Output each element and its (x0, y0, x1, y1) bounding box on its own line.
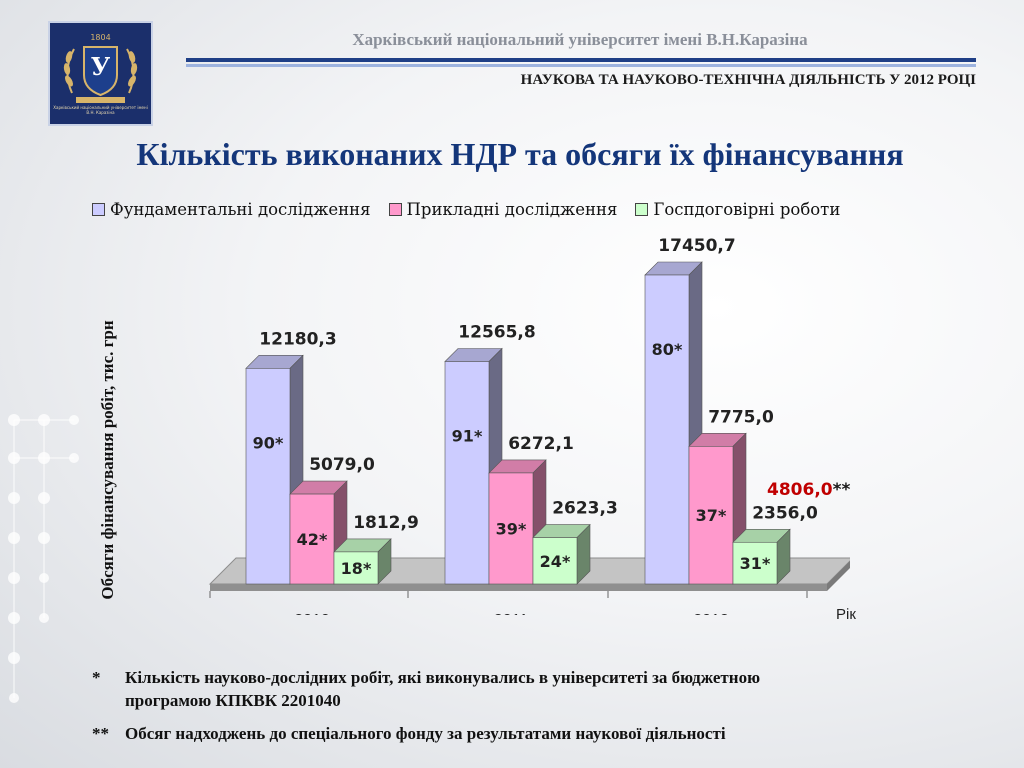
header-rule-light (186, 64, 976, 67)
footnote-1-line1: Кількість науково-дослідних робіт, які в… (125, 668, 761, 687)
chart-legend: Фундаментальні дослідження Прикладні дос… (92, 200, 840, 219)
chart-floor-front (210, 584, 827, 591)
bar-fundamental-2011 (444, 361, 490, 585)
legend-swatch-fundamental (92, 203, 105, 216)
value-label-contract-2010: 1812,9 (353, 513, 419, 533)
value-label-applied-2011: 6272,1 (508, 434, 574, 454)
x-tick-label-2010: 2010 (294, 612, 330, 615)
footnote-2: ** Обсяг надходжень до спеціального фонду… (92, 724, 952, 744)
legend-label-fundamental: Фундаментальні дослідження (110, 200, 371, 219)
value-label-fundamental-2010: 12180,3 (259, 329, 336, 349)
legend-label-contract: Госпдоговірні роботи (653, 200, 841, 219)
bar-fundamental-2010 (245, 368, 291, 585)
special-fund-marker: ** (832, 480, 851, 500)
value-label-fundamental-2011: 12565,8 (458, 322, 535, 342)
header-rule-dark (186, 58, 976, 62)
special-fund-value: 4806,0 (767, 480, 833, 500)
count-label-fundamental-2010: 90* (253, 433, 284, 452)
footnote-2-text: Обсяг надходжень до спеціального фонду з… (125, 724, 726, 743)
svg-text:У: У (91, 52, 111, 81)
legend-swatch-applied (388, 203, 402, 216)
legend-item-contract: Госпдоговірні роботи (635, 200, 840, 219)
bar-applied-2012 (688, 446, 734, 585)
legend-item-applied: Прикладні дослідження (388, 200, 618, 219)
value-label-fundamental-2012: 17450,7 (658, 236, 735, 256)
university-logo: У 1804 Харківський національний універси… (48, 21, 153, 126)
footnote-2-mark: ** (92, 724, 109, 743)
legend-item-fundamental: Фундаментальні дослідження (92, 200, 371, 219)
value-label-contract-2012: 2356,0 (752, 503, 818, 523)
x-axis-label: Рік (836, 606, 856, 623)
value-label-applied-2012: 7775,0 (708, 407, 774, 427)
x-tick-label-2011: 2011 (494, 612, 529, 615)
value-label-contract-2011: 2623,3 (552, 499, 618, 519)
footnote-1-line2: програмою КПКВК 2201040 (125, 691, 341, 710)
svg-text:1804: 1804 (90, 33, 110, 42)
chart-floor-side (827, 561, 850, 591)
legend-swatch-contract (635, 203, 649, 216)
special-fund-label: 4806,0** (767, 480, 850, 500)
y-axis-label: Обсяги фінансування робіт, тис. грн (98, 320, 117, 600)
count-label-fundamental-2012: 80* (652, 340, 683, 359)
x-tick-label-2012: 2012 (693, 612, 729, 615)
count-label-applied-2012: 37* (696, 506, 727, 525)
count-label-applied-2010: 42* (297, 530, 328, 549)
count-label-fundamental-2011: 91* (452, 426, 483, 445)
bar-applied-2010 (289, 493, 335, 585)
section-title: НАУКОВА ТА НАУКОВО-ТЕХНІЧНА ДІЯЛЬНІСТЬ У… (520, 72, 976, 88)
bar-contract-2012 (732, 541, 778, 585)
count-label-contract-2012: 31* (740, 554, 771, 573)
university-name: Харківський національний університет іме… (352, 30, 808, 49)
bar-chart: 2010 2011 2012 12180,3 90* 5079,0 42* 1812,9 18*… (208, 236, 850, 615)
bar-fundamental-2012 (644, 274, 690, 585)
count-label-contract-2010: 18* (341, 559, 372, 578)
footnote-1: * Кількість науково-дослідних робіт, які … (92, 666, 952, 712)
bar-contract-2011 (532, 537, 578, 585)
footnote-1-mark: * (92, 668, 101, 687)
legend-label-applied: Прикладні дослідження (406, 200, 618, 219)
bar-applied-2011 (488, 472, 534, 585)
slide-title: Кількість виконаних НДР та обсяги їх фін… (136, 136, 904, 172)
count-label-applied-2011: 39* (496, 519, 527, 538)
decorative-dots (8, 414, 79, 703)
value-label-applied-2010: 5079,0 (309, 455, 375, 475)
count-label-contract-2011: 24* (540, 552, 571, 571)
bar-contract-2010 (333, 551, 379, 585)
